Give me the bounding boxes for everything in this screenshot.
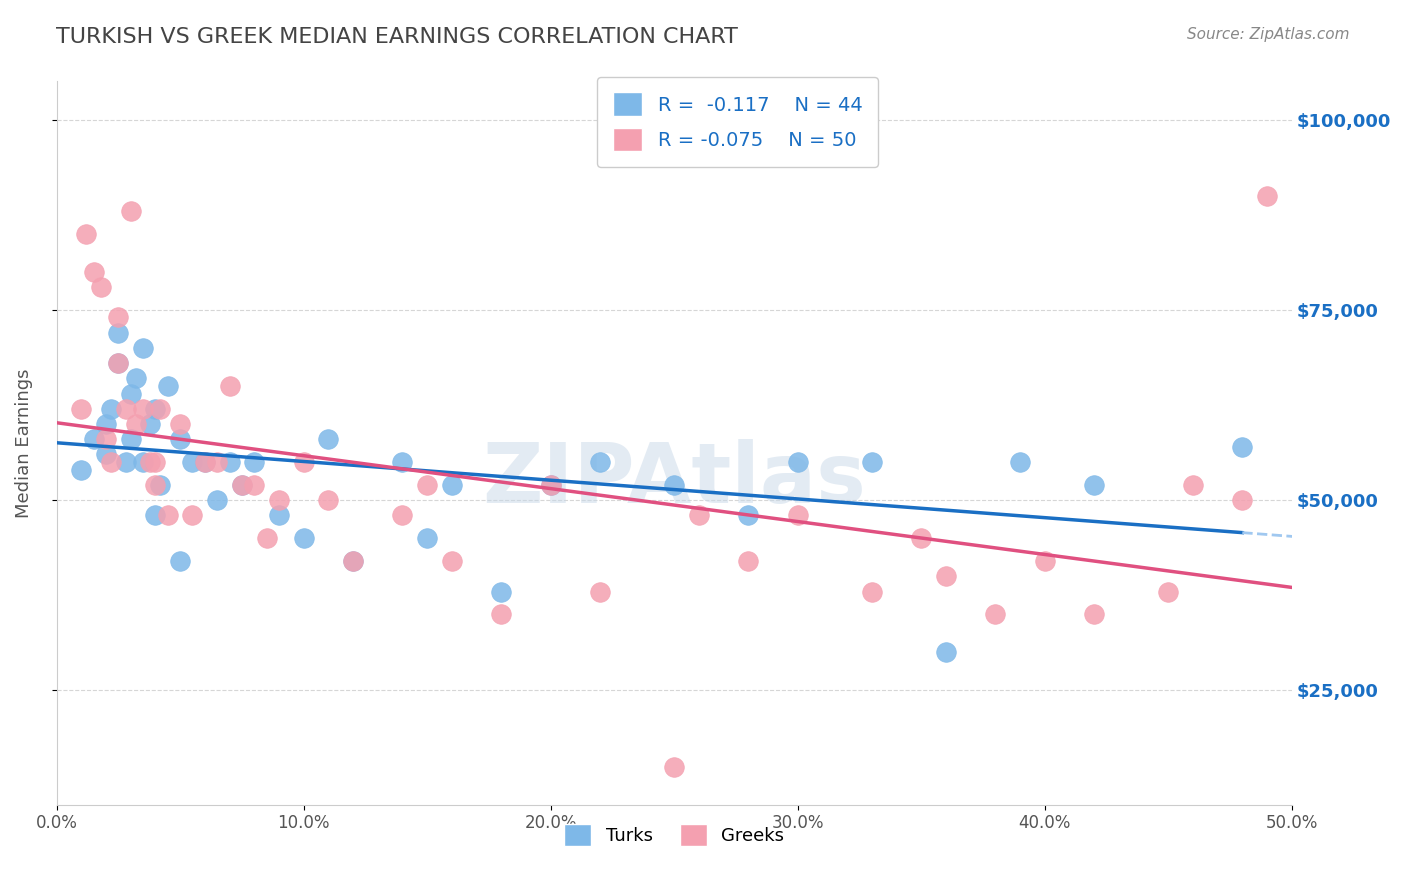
Point <box>391 508 413 523</box>
Point <box>416 531 439 545</box>
Point <box>540 478 562 492</box>
Point <box>491 607 513 622</box>
Point <box>267 493 290 508</box>
Point <box>243 455 266 469</box>
Point <box>243 478 266 492</box>
Point <box>124 417 146 431</box>
Point <box>860 455 883 469</box>
Point <box>169 432 191 446</box>
Point <box>935 645 957 659</box>
Point <box>440 478 463 492</box>
Point <box>664 478 686 492</box>
Point <box>120 386 142 401</box>
Point <box>984 607 1007 622</box>
Point <box>491 584 513 599</box>
Point <box>935 569 957 583</box>
Point <box>1008 455 1031 469</box>
Point <box>194 455 217 469</box>
Point <box>205 455 228 469</box>
Point <box>169 417 191 431</box>
Point <box>114 455 136 469</box>
Point <box>149 478 172 492</box>
Point <box>107 356 129 370</box>
Point <box>664 759 686 773</box>
Point <box>1181 478 1204 492</box>
Point <box>205 493 228 508</box>
Point <box>132 455 155 469</box>
Point <box>132 341 155 355</box>
Point <box>440 554 463 568</box>
Point <box>786 508 808 523</box>
Point <box>1083 478 1105 492</box>
Point <box>342 554 364 568</box>
Point <box>70 401 93 416</box>
Point <box>169 554 191 568</box>
Point <box>194 455 217 469</box>
Point <box>540 478 562 492</box>
Point <box>149 401 172 416</box>
Point <box>156 508 179 523</box>
Point <box>1256 188 1278 202</box>
Point <box>145 455 167 469</box>
Point <box>318 432 340 446</box>
Point <box>737 508 759 523</box>
Point <box>1033 554 1056 568</box>
Point <box>1157 584 1180 599</box>
Point <box>1232 440 1254 454</box>
Point <box>100 401 122 416</box>
Point <box>1330 607 1353 622</box>
Point <box>1232 493 1254 508</box>
Point <box>70 463 93 477</box>
Point <box>90 280 112 294</box>
Point <box>120 432 142 446</box>
Point <box>145 401 167 416</box>
Point <box>267 508 290 523</box>
Point <box>860 584 883 599</box>
Point <box>737 554 759 568</box>
Point <box>786 455 808 469</box>
Point <box>107 356 129 370</box>
Point <box>100 455 122 469</box>
Point <box>231 478 253 492</box>
Point <box>139 455 162 469</box>
Point <box>688 508 710 523</box>
Point <box>156 379 179 393</box>
Point <box>83 432 105 446</box>
Point <box>107 326 129 340</box>
Point <box>416 478 439 492</box>
Point <box>83 265 105 279</box>
Y-axis label: Median Earnings: Median Earnings <box>15 368 32 518</box>
Point <box>318 493 340 508</box>
Point <box>114 401 136 416</box>
Point <box>218 455 240 469</box>
Point <box>181 455 204 469</box>
Point <box>256 531 278 545</box>
Point <box>94 448 117 462</box>
Point <box>145 478 167 492</box>
Point <box>120 203 142 218</box>
Point <box>910 531 932 545</box>
Point <box>94 417 117 431</box>
Point <box>589 584 612 599</box>
Point <box>181 508 204 523</box>
Point <box>391 455 413 469</box>
Point <box>75 227 97 241</box>
Text: TURKISH VS GREEK MEDIAN EARNINGS CORRELATION CHART: TURKISH VS GREEK MEDIAN EARNINGS CORRELA… <box>56 27 738 46</box>
Text: ZIPAtlas: ZIPAtlas <box>482 439 866 520</box>
Point <box>145 508 167 523</box>
Point <box>1083 607 1105 622</box>
Text: Source: ZipAtlas.com: Source: ZipAtlas.com <box>1187 27 1350 42</box>
Point <box>132 401 155 416</box>
Point <box>218 379 240 393</box>
Point <box>292 531 315 545</box>
Point <box>231 478 253 492</box>
Point <box>124 371 146 385</box>
Point <box>139 417 162 431</box>
Point <box>292 455 315 469</box>
Point <box>589 455 612 469</box>
Point <box>94 432 117 446</box>
Point <box>342 554 364 568</box>
Point <box>107 310 129 325</box>
Legend: R =  -0.117    N = 44, R = -0.075    N = 50: R = -0.117 N = 44, R = -0.075 N = 50 <box>598 77 877 167</box>
